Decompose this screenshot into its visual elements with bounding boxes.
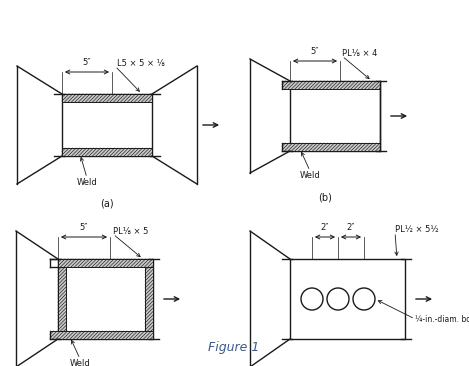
Text: Weld: Weld bbox=[76, 178, 98, 187]
Bar bbox=[282, 143, 380, 151]
Bar bbox=[290, 81, 380, 151]
Bar bbox=[62, 94, 152, 102]
Text: 2″: 2″ bbox=[321, 223, 329, 232]
Text: Weld: Weld bbox=[300, 171, 320, 180]
Text: 5″: 5″ bbox=[311, 47, 319, 56]
Bar bbox=[58, 267, 66, 331]
Bar bbox=[62, 148, 152, 156]
Text: PL⅛ × 5: PL⅛ × 5 bbox=[113, 227, 148, 235]
Bar bbox=[58, 259, 153, 339]
Bar bbox=[50, 331, 153, 339]
Text: ¼-in.-diam. bolts: ¼-in.-diam. bolts bbox=[415, 314, 469, 324]
Bar bbox=[145, 267, 153, 331]
Text: (b): (b) bbox=[318, 193, 332, 203]
Text: PL½ × 5½: PL½ × 5½ bbox=[395, 224, 439, 234]
Text: 2″: 2″ bbox=[347, 223, 355, 232]
Bar bbox=[290, 259, 405, 339]
Bar bbox=[62, 94, 152, 156]
Text: L5 × 5 × ⅛: L5 × 5 × ⅛ bbox=[117, 60, 165, 68]
Text: Weld: Weld bbox=[69, 359, 91, 366]
Text: (a): (a) bbox=[100, 198, 114, 208]
Text: PL⅛ × 4: PL⅛ × 4 bbox=[342, 49, 378, 57]
Text: Figure 1: Figure 1 bbox=[208, 341, 260, 354]
Bar bbox=[58, 259, 153, 267]
Text: 5″: 5″ bbox=[83, 58, 91, 67]
Bar bbox=[282, 81, 380, 89]
Text: 5″: 5″ bbox=[80, 223, 88, 232]
